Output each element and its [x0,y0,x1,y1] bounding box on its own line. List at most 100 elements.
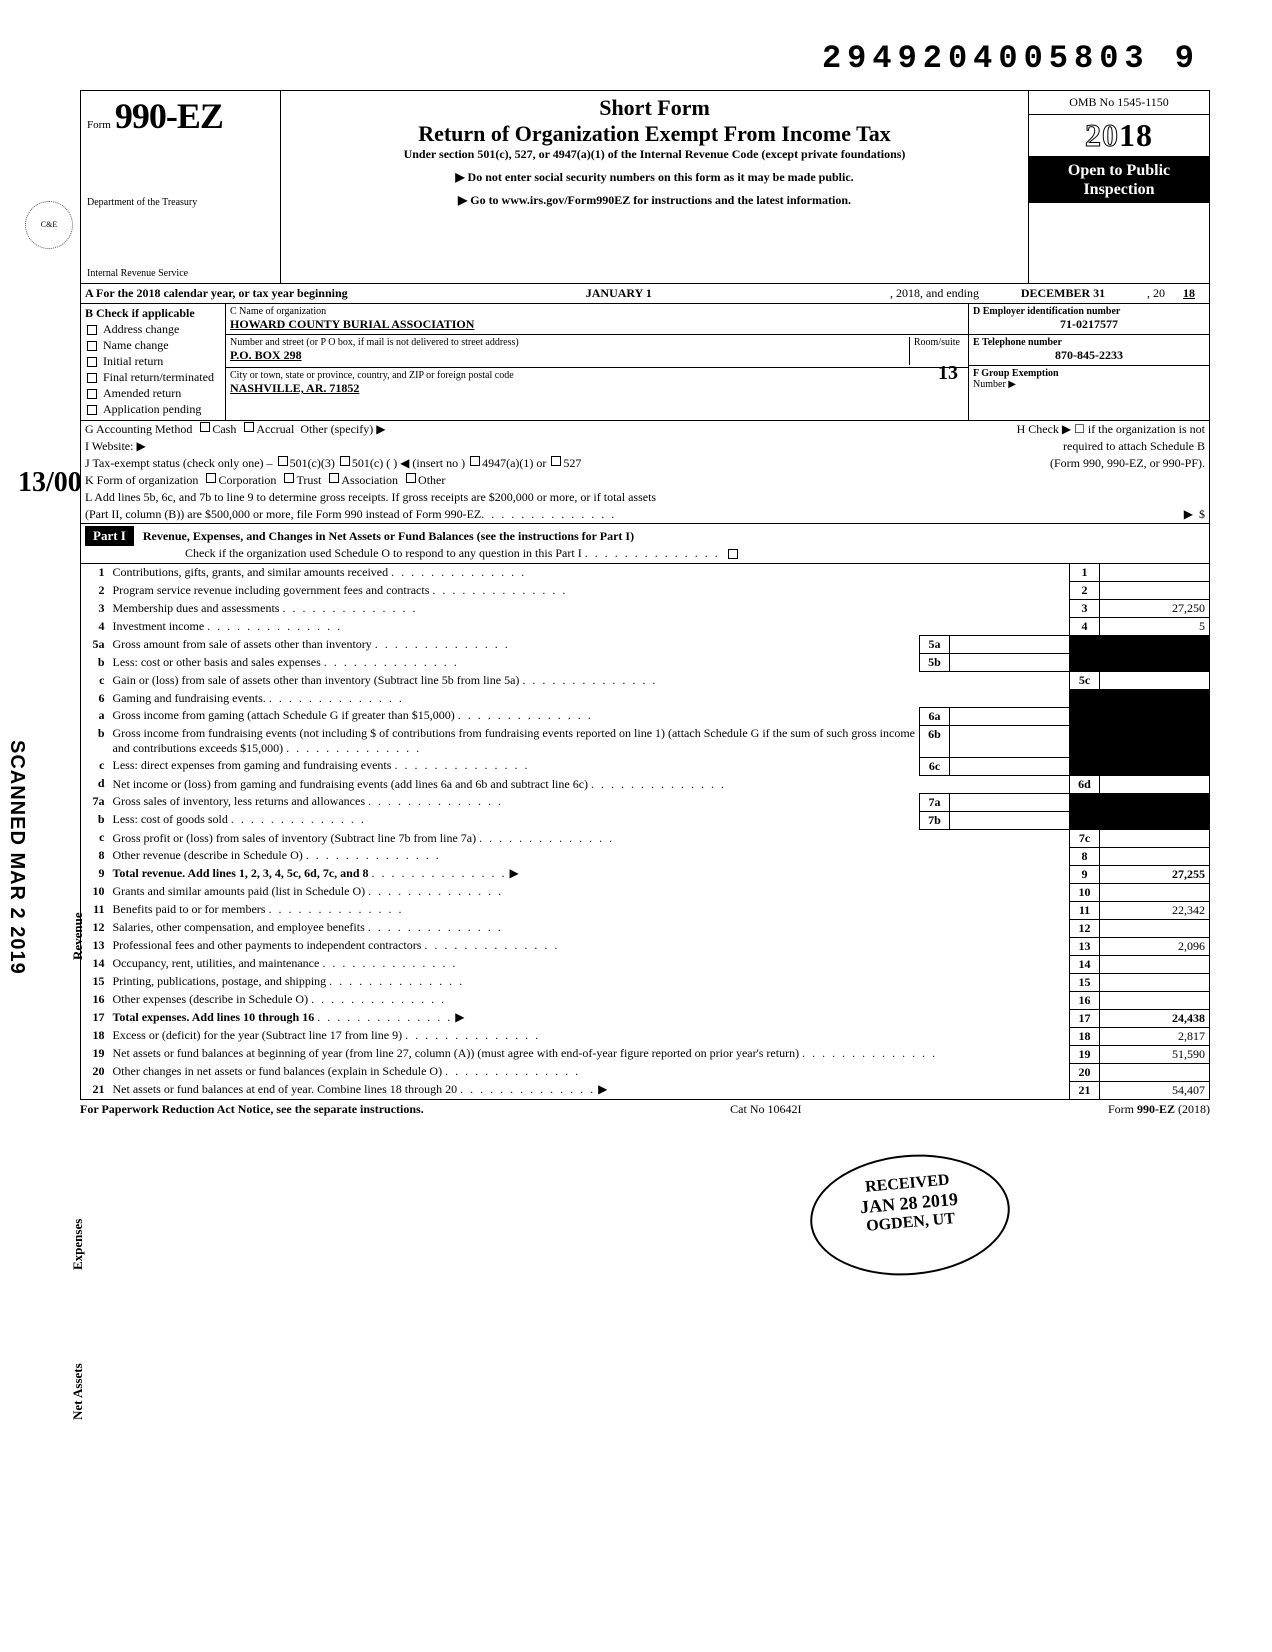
check-item: Amended return [85,386,221,401]
line-j: J Tax-exempt status (check only one) – 5… [81,455,1209,472]
line-number: a [81,707,109,725]
checkbox[interactable] [87,373,97,383]
line-a-label: A For the 2018 calendar year, or tax yea… [85,286,348,300]
table-row: 2Program service revenue including gover… [81,582,1210,600]
arrow: ▶ [1184,507,1193,522]
line-value [1100,775,1210,793]
line-desc: Gross profit or (loss) from sales of inv… [109,829,1070,847]
line-value [1100,883,1210,901]
checkbox[interactable] [87,389,97,399]
check-item: Name change [85,338,221,353]
line-desc: Less: direct expenses from gaming and fu… [109,757,920,775]
open-line2: Inspection [1031,180,1207,199]
document-number: 2949204005803 9 [822,40,1200,77]
table-row: 14Occupancy, rent, utilities, and mainte… [81,955,1210,973]
check-item: Address change [85,322,221,337]
line-desc: Gain or (loss) from sale of assets other… [109,672,1070,690]
line-ref: 19 [1070,1045,1100,1063]
line-desc: Grants and similar amounts paid (list in… [109,883,1070,901]
j4: 527 [563,456,581,471]
checkbox[interactable] [87,341,97,351]
checkbox[interactable] [278,456,288,466]
line-desc: Gross income from fundraising events (no… [109,725,920,757]
checkbox[interactable] [470,456,480,466]
table-row: 12Salaries, other compensation, and empl… [81,919,1210,937]
line-ref: 16 [1070,991,1100,1009]
table-row: 19Net assets or fund balances at beginni… [81,1045,1210,1063]
suite-label: Room/suite [909,337,964,365]
form-page: 2949204005803 9 Form 990-EZ C&E Departme… [80,40,1210,1117]
k2: Trust [296,473,321,488]
line-value: 24,438 [1100,1009,1210,1027]
checkbox[interactable] [340,456,350,466]
city-value: NASHVILLE, AR. 71852 [230,381,964,396]
checkbox[interactable] [329,473,339,483]
table-row: 7aGross sales of inventory, less returns… [81,793,1210,811]
line-number: c [81,672,109,690]
line-desc: Contributions, gifts, grants, and simila… [109,564,1070,582]
line-desc: Less: cost of goods sold [109,811,920,829]
line-value: 27,255 [1100,865,1210,883]
checkbox[interactable] [284,473,294,483]
footer-right: Form 990-EZ (2018) [1108,1102,1210,1117]
shaded-cell [1100,636,1210,654]
shaded-cell [1100,707,1210,725]
line-number: 4 [81,618,109,636]
line-desc: Net assets or fund balances at end of ye… [109,1081,1070,1099]
line-number: 3 [81,600,109,618]
checkbox[interactable] [87,325,97,335]
checkbox[interactable] [206,473,216,483]
check-item: Initial return [85,354,221,369]
table-row: 9Total revenue. Add lines 1, 2, 3, 4, 5c… [81,865,1210,883]
line-ref: 12 [1070,919,1100,937]
line-number: c [81,757,109,775]
table-row: 17Total expenses. Add lines 10 through 1… [81,1009,1210,1027]
line-ref: 18 [1070,1027,1100,1045]
k4: Other [418,473,445,488]
col-c-header: C Name of organization [230,306,964,317]
line-desc: Less: cost or other basis and sales expe… [109,654,920,672]
line-l2-text: (Part II, column (B)) are $500,000 or mo… [85,507,481,522]
line-value: 54,407 [1100,1081,1210,1099]
line-ref: 1 [1070,564,1100,582]
dots [481,507,616,522]
checkbox[interactable] [551,456,561,466]
line-h3: (Form 990, 990-EZ, or 990-PF). [1050,456,1205,471]
shaded-cell [1070,757,1100,775]
mid-line-ref: 7b [920,811,950,829]
line-number: 18 [81,1027,109,1045]
j1: 501(c)(3) [290,456,335,471]
table-row: bLess: cost or other basis and sales exp… [81,654,1210,672]
line-k: K Form of organization Corporation Trust… [81,472,1209,489]
check-label: Name change [103,338,169,353]
checkbox[interactable] [244,422,254,432]
checkbox[interactable] [406,473,416,483]
checkbox[interactable] [200,422,210,432]
checkbox[interactable] [87,357,97,367]
line-desc: Investment income [109,618,1070,636]
tax-year-end: DECEMBER 31 [983,284,1143,303]
shaded-cell [1070,811,1100,829]
table-row: 6Gaming and fundraising events. [81,690,1210,708]
city-row: City or town, state or province, country… [226,368,968,398]
table-row: bLess: cost of goods sold 7b [81,811,1210,829]
table-row: 21Net assets or fund balances at end of … [81,1081,1210,1099]
line-ref: 9 [1070,865,1100,883]
mid-value [950,707,1070,725]
side-revenue-label: Revenue [70,912,86,960]
line-ref: 21 [1070,1081,1100,1099]
footer-left: For Paperwork Reduction Act Notice, see … [80,1102,424,1117]
line-number: 6 [81,690,109,708]
checkbox[interactable] [87,405,97,415]
line-ref: 15 [1070,973,1100,991]
line-l: L Add lines 5b, 6c, and 7b to line 9 to … [81,489,1209,506]
mid-value [950,811,1070,829]
line-ref: 4 [1070,618,1100,636]
page-footer: For Paperwork Reduction Act Notice, see … [80,1102,1210,1117]
line-ref: 3 [1070,600,1100,618]
line-a-mid: , 2018, and ending [886,284,983,303]
mid-line-ref: 6a [920,707,950,725]
mid-value [950,725,1070,757]
check-label: Initial return [103,354,163,369]
checkbox[interactable] [728,549,738,559]
